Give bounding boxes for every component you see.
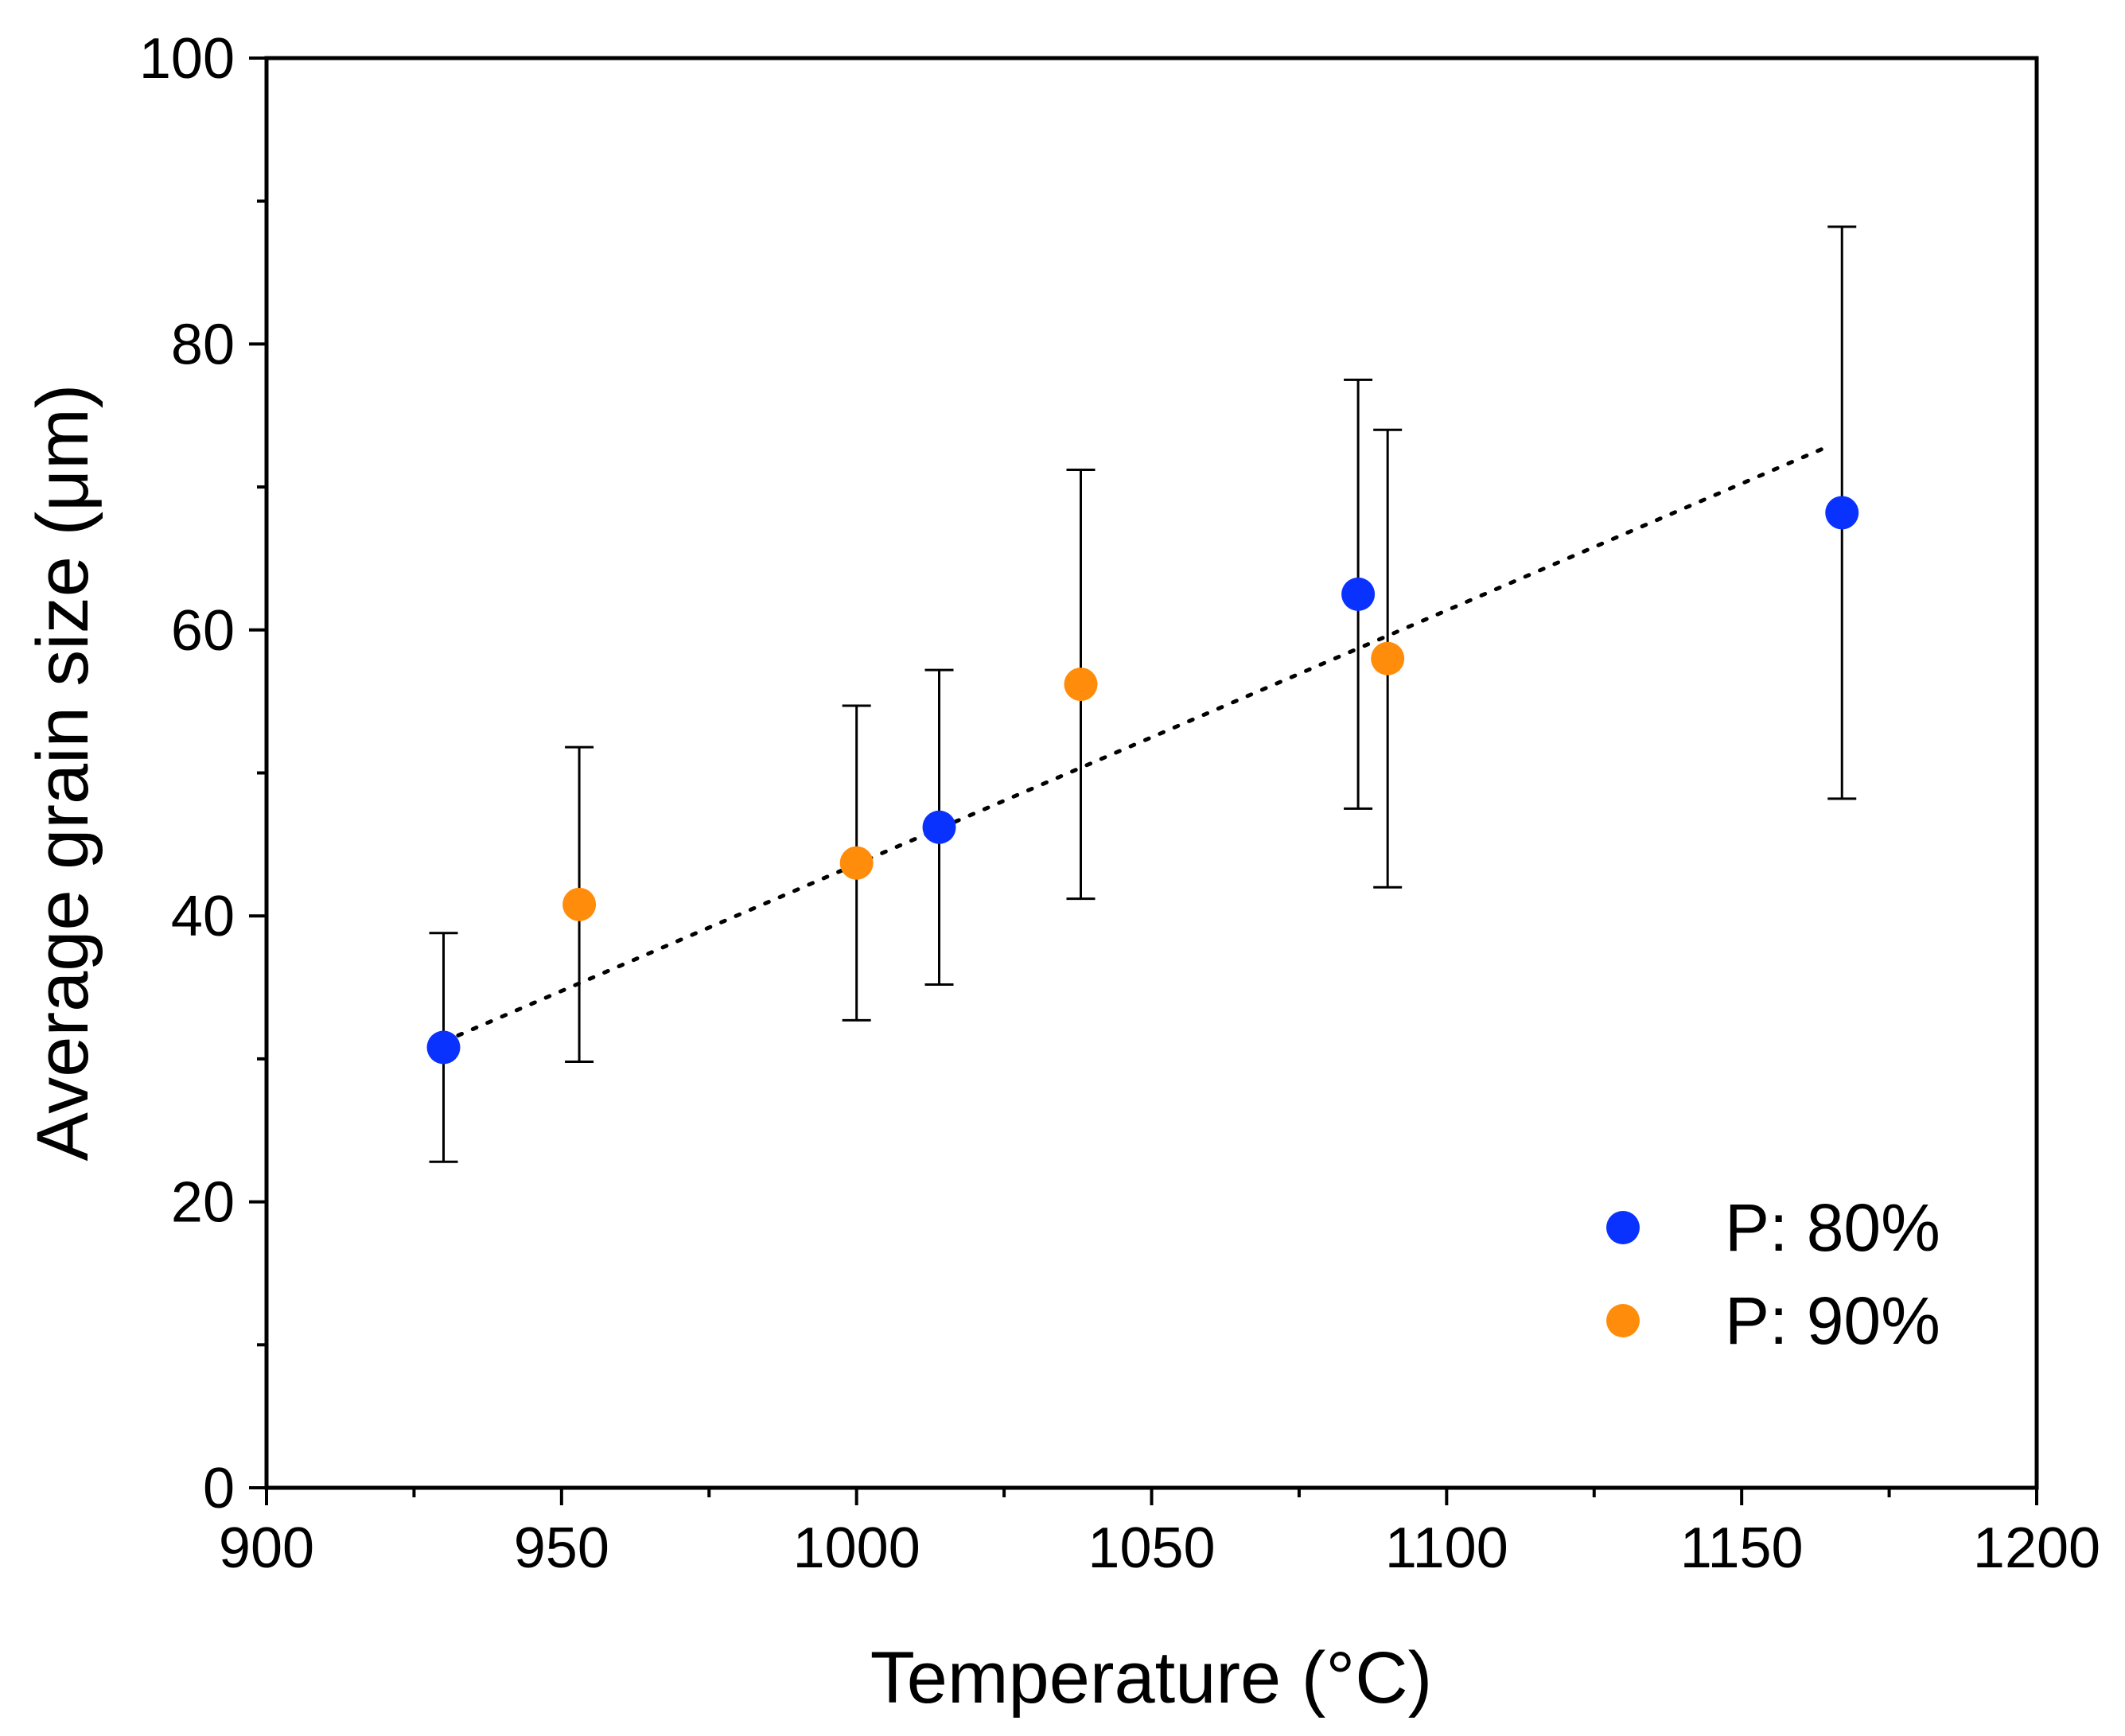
legend-label-p90: P: 90% xyxy=(1725,1283,1940,1358)
y-tick-label: 60 xyxy=(171,599,235,663)
data-points xyxy=(426,496,1859,1065)
y-tick-label: 0 xyxy=(203,1457,235,1520)
x-tick-label: 1050 xyxy=(1088,1516,1215,1580)
data-point xyxy=(839,846,874,880)
x-tick-label: 1150 xyxy=(1680,1516,1804,1580)
y-axis-ticks: 0 20 40 60 80 100 xyxy=(139,27,267,1520)
x-tick-label: 1000 xyxy=(793,1516,920,1580)
data-point xyxy=(1341,577,1376,611)
data-point xyxy=(1371,641,1405,675)
data-point xyxy=(922,810,956,844)
legend-marker-p80 xyxy=(1606,1211,1640,1244)
legend: P: 80% P: 90% xyxy=(1606,1190,1940,1358)
trendline xyxy=(442,443,1832,1044)
y-tick-label: 100 xyxy=(139,27,235,91)
plot-area xyxy=(264,56,2039,1490)
data-point xyxy=(1825,496,1859,530)
y-tick-label: 20 xyxy=(171,1171,235,1235)
data-point xyxy=(562,887,597,921)
x-tick-label: 1200 xyxy=(1973,1516,2100,1580)
y-tick-label: 80 xyxy=(171,313,235,376)
x-tick-label: 900 xyxy=(219,1516,314,1580)
y-axis-title: Average grain size (μm) xyxy=(22,384,103,1162)
x-tick-label: 1100 xyxy=(1385,1516,1508,1580)
x-axis-title: Temperature (°C) xyxy=(870,1637,1433,1718)
data-point xyxy=(426,1030,461,1065)
legend-label-p80: P: 80% xyxy=(1725,1190,1940,1265)
x-axis-ticks: 900 950 1000 1050 1100 1150 1200 xyxy=(219,1488,2100,1580)
data-point xyxy=(1064,668,1098,702)
error-bars xyxy=(429,225,1857,1163)
y-tick-label: 40 xyxy=(171,885,235,948)
x-tick-label: 950 xyxy=(514,1516,609,1580)
trendline-path xyxy=(442,443,1832,1044)
legend-marker-p90 xyxy=(1606,1304,1640,1337)
